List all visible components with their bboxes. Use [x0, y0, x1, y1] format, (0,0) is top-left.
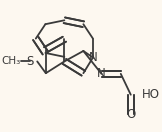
Text: N: N	[89, 51, 97, 64]
Text: O: O	[126, 108, 135, 121]
Text: N: N	[97, 67, 106, 80]
Text: HO: HO	[141, 88, 160, 101]
Text: S: S	[26, 55, 34, 68]
Text: CH₃: CH₃	[2, 56, 21, 66]
